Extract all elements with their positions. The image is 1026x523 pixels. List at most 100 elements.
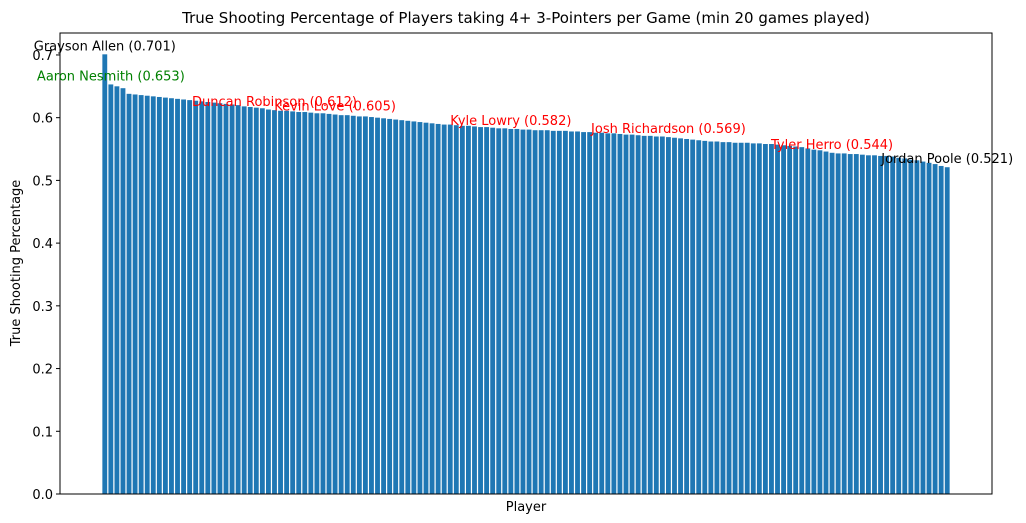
bar — [744, 142, 750, 494]
x-axis-label: Player — [506, 500, 547, 515]
bar — [750, 143, 756, 495]
bar — [181, 99, 186, 495]
bar — [538, 130, 544, 494]
bar — [914, 160, 920, 495]
bar — [272, 110, 277, 494]
bar — [144, 95, 150, 495]
bar — [429, 123, 435, 495]
annotation: Duncan Robinson (0.612) — [192, 95, 357, 110]
bar — [108, 84, 114, 495]
bar — [138, 95, 144, 495]
bar — [278, 110, 283, 495]
bar — [290, 111, 296, 494]
bar — [205, 101, 211, 494]
bar — [150, 96, 156, 494]
bar — [229, 104, 235, 494]
bar — [605, 133, 611, 494]
bar — [593, 132, 599, 494]
bar — [223, 103, 229, 495]
bar — [514, 128, 520, 495]
bar — [532, 130, 538, 494]
y-tick-label: 0.7 — [32, 49, 53, 64]
bar — [369, 117, 374, 494]
bar — [569, 131, 574, 494]
bar — [853, 154, 859, 494]
bar — [623, 134, 629, 495]
bar — [678, 138, 683, 494]
bar — [775, 144, 780, 494]
bar — [896, 157, 902, 494]
bar — [823, 151, 829, 495]
bar — [175, 98, 180, 494]
y-tick-label: 0.6 — [32, 112, 53, 127]
annotation: Tyler Herro (0.544) — [770, 138, 893, 153]
bar — [696, 140, 702, 495]
bar — [635, 135, 641, 495]
bar — [581, 132, 586, 495]
bar — [829, 152, 835, 494]
bar — [247, 107, 253, 494]
bar — [793, 146, 799, 494]
bar — [447, 124, 453, 495]
bar — [126, 93, 132, 495]
annotation: Jordan Poole (0.521) — [880, 152, 1013, 167]
bar — [756, 143, 762, 495]
bar — [847, 154, 853, 494]
annotation: Josh Richardson (0.569) — [590, 122, 746, 137]
bar — [296, 112, 302, 495]
bar — [466, 125, 471, 494]
bar — [944, 167, 950, 494]
bar — [726, 142, 732, 494]
bar — [435, 123, 441, 494]
bar — [641, 135, 647, 494]
bar — [350, 115, 356, 494]
bar — [326, 113, 332, 494]
bar — [344, 115, 350, 495]
bar — [484, 127, 490, 494]
chart-title: True Shooting Percentage of Players taki… — [181, 9, 870, 27]
bar — [284, 110, 290, 495]
annotation: Grayson Allen (0.701) — [34, 39, 176, 54]
bar — [653, 136, 659, 494]
bar — [302, 112, 308, 495]
bar — [659, 136, 665, 494]
bar — [156, 96, 162, 494]
bar — [908, 159, 914, 494]
bar — [308, 112, 314, 494]
bar — [920, 161, 926, 494]
bar — [599, 132, 605, 494]
bar — [411, 121, 417, 494]
y-tick-label: 0.4 — [32, 237, 53, 252]
bar — [423, 122, 429, 494]
bar — [399, 120, 405, 494]
bar — [575, 131, 580, 494]
bar — [805, 148, 811, 494]
bar — [647, 135, 653, 494]
bar — [405, 120, 411, 495]
bar — [502, 128, 508, 494]
bar — [453, 125, 459, 494]
bar — [781, 145, 786, 494]
y-tick-label: 0.2 — [32, 363, 53, 378]
annotation: Kyle Lowry (0.582) — [450, 114, 571, 129]
bar — [320, 113, 326, 494]
bar — [932, 164, 938, 494]
annotation: Aaron Nesmith (0.653) — [37, 69, 185, 84]
bar — [193, 100, 199, 495]
bar — [938, 165, 944, 495]
bar — [387, 118, 393, 495]
bar — [187, 100, 193, 494]
bar — [169, 98, 174, 495]
bar — [520, 129, 526, 495]
bar — [878, 155, 883, 494]
bar — [417, 122, 423, 495]
bar — [381, 118, 386, 494]
bar — [253, 107, 259, 494]
bar — [841, 153, 847, 494]
bar — [259, 108, 265, 494]
bar — [708, 141, 714, 494]
bar — [562, 130, 568, 494]
bar — [241, 106, 247, 495]
y-axis-label: True Shooting Percentage — [9, 180, 24, 348]
